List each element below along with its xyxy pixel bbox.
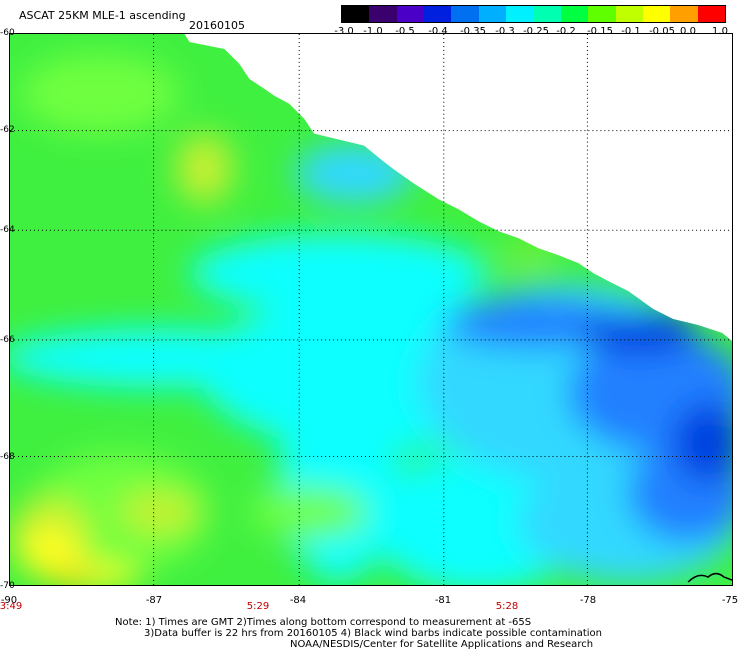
colorbar-segment xyxy=(342,6,370,22)
lon-label: -78 xyxy=(579,595,597,606)
field-yellowgreen xyxy=(119,492,200,533)
colorbar-label: 1.0 xyxy=(712,26,728,37)
lat-label: -62 xyxy=(0,125,15,135)
lon-label: -84 xyxy=(289,595,307,606)
note-line-1: Note: 1) Times are GMT 2)Times along bot… xyxy=(115,617,532,628)
colorbar-segment xyxy=(506,6,534,22)
colorbar-segment xyxy=(642,6,671,22)
coastline xyxy=(687,572,732,583)
colorbar-segment xyxy=(424,6,452,22)
colorbar-label: -0.25 xyxy=(523,26,549,37)
colorbar-label: -0.05 xyxy=(649,26,675,37)
map-plot xyxy=(9,33,733,586)
colorbar-segment xyxy=(396,6,425,22)
colorbar-label: -0.3 xyxy=(495,26,515,37)
colorbar-segment xyxy=(697,6,725,22)
map-date: 20160105 xyxy=(189,19,245,32)
field-navy xyxy=(643,311,684,324)
field-lightblue xyxy=(294,143,414,204)
field-yellowgreen xyxy=(503,249,554,262)
lon-label: -87 xyxy=(145,595,163,606)
colorbar-label: -0.35 xyxy=(460,26,486,37)
field-yellowgreen xyxy=(176,133,233,204)
colorbar-label: -0.1 xyxy=(621,26,641,37)
colorbar-segment xyxy=(451,6,479,22)
lat-label: -68 xyxy=(0,452,15,462)
map-title: ASCAT 25KM MLE-1 ascending xyxy=(19,9,186,22)
colorbar-segment xyxy=(670,6,698,22)
field-orange xyxy=(44,569,95,585)
colorbar-label: -0.2 xyxy=(556,26,576,37)
colorbar-label: 0.0 xyxy=(680,26,696,37)
colorbar-label: -0.15 xyxy=(587,26,613,37)
colorbar-label: -3.0 xyxy=(334,26,354,37)
colorbar-label: -0.4 xyxy=(428,26,448,37)
field-cyan xyxy=(189,233,489,313)
colorbar-segment xyxy=(478,6,507,22)
field-cyan xyxy=(369,452,589,585)
time-label: 5:28 xyxy=(495,601,519,612)
field-darkblue xyxy=(673,402,732,483)
colorbar-label: -1.0 xyxy=(363,26,383,37)
lat-label: -70 xyxy=(0,581,15,591)
colorbar-segment xyxy=(588,6,616,22)
note-line-2: 3)Data buffer is 22 hrs from 20160105 4)… xyxy=(144,628,602,639)
lat-label: -60 xyxy=(0,28,15,38)
colorbar-label: -0.5 xyxy=(395,26,415,37)
colorbar-segment xyxy=(369,6,397,22)
field-yellow xyxy=(19,527,80,578)
field-blue xyxy=(443,298,624,348)
lat-label: -66 xyxy=(0,335,15,345)
note-line-3: NOAA/NESDIS/Center for Satellite Applica… xyxy=(290,639,594,650)
field-darkblue xyxy=(578,312,699,353)
time-label: 3:49 xyxy=(0,601,23,612)
colorbar-segment xyxy=(560,6,589,22)
colorbar-segment xyxy=(533,6,561,22)
field-lightgreen xyxy=(19,53,180,134)
lon-label: -81 xyxy=(434,595,452,606)
colorbar-segment xyxy=(615,6,643,22)
lon-label: -90 xyxy=(0,595,18,606)
colorbar xyxy=(341,5,726,23)
lon-label: -75 xyxy=(721,595,739,606)
time-label: 5:29 xyxy=(246,601,270,612)
field-lightgreen xyxy=(249,487,370,538)
lat-label: -64 xyxy=(0,225,15,235)
